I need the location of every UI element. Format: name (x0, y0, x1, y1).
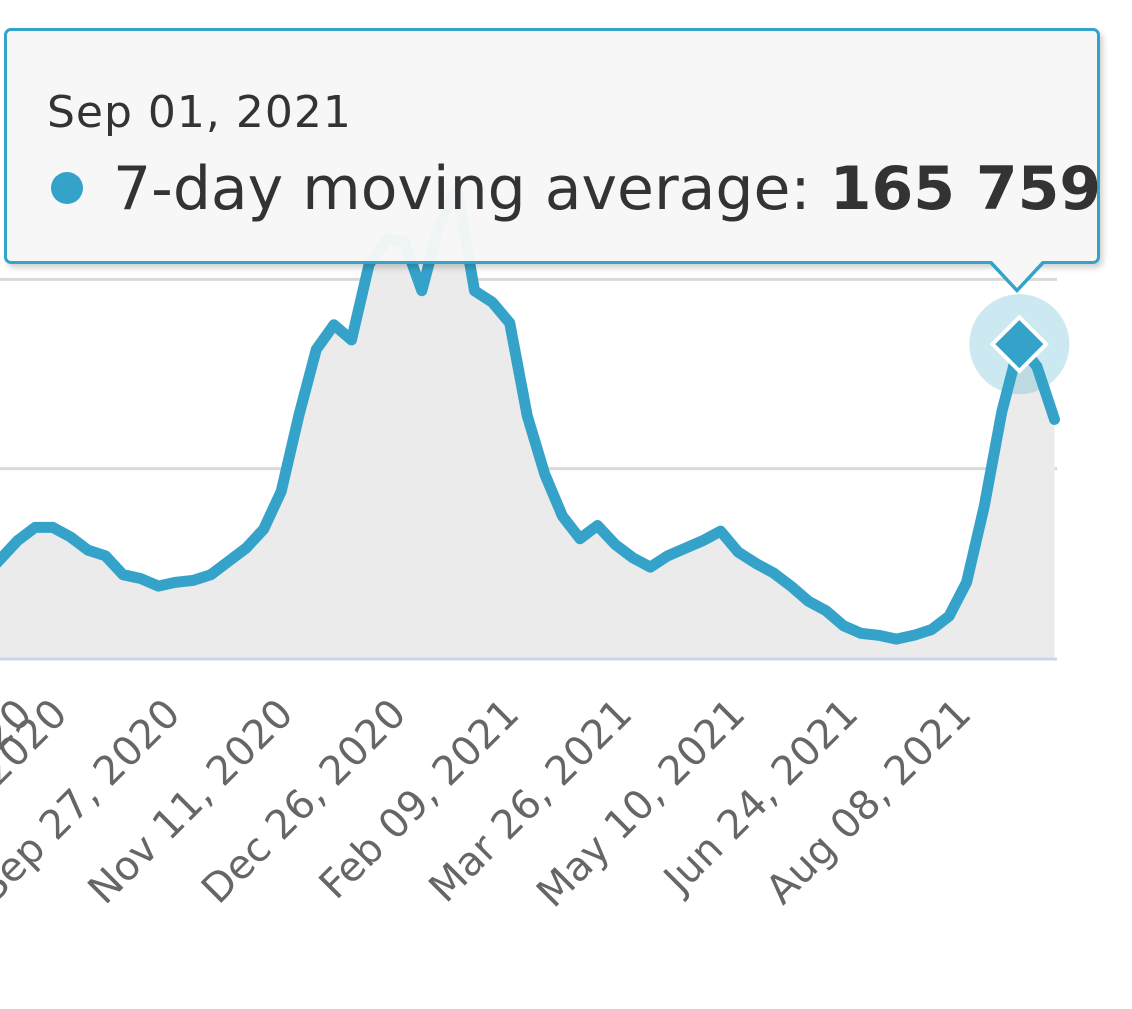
tooltip-value: 165 759 (829, 154, 1102, 224)
hover-point-marker[interactable] (989, 314, 1050, 374)
tooltip: Sep 01, 2021 7-day moving average: 165 7… (4, 28, 1101, 264)
tooltip-pointer-fill (991, 260, 1043, 288)
series-dot-icon (51, 172, 83, 205)
x-tick-label: Nov 11, 2020 (80, 691, 303, 914)
series-line-7-day-moving-average[interactable] (0, 183, 1060, 645)
tooltip-series-row: 7-day moving average: 165 759 (51, 153, 1101, 225)
x-tick-label: Mar 26, 2021 (420, 691, 641, 912)
tooltip-series-label: 7-day moving average: (113, 154, 811, 224)
x-tick-label: Dec 26, 2020 (193, 691, 415, 913)
x-tick-label: Aug 08, 2021 (757, 691, 980, 914)
x-tick-label: Jun 24, 2021 (653, 691, 867, 905)
tooltip-date: Sep 01, 2021 (47, 87, 352, 138)
x-tick-label: Feb 09, 2021 (311, 691, 529, 909)
